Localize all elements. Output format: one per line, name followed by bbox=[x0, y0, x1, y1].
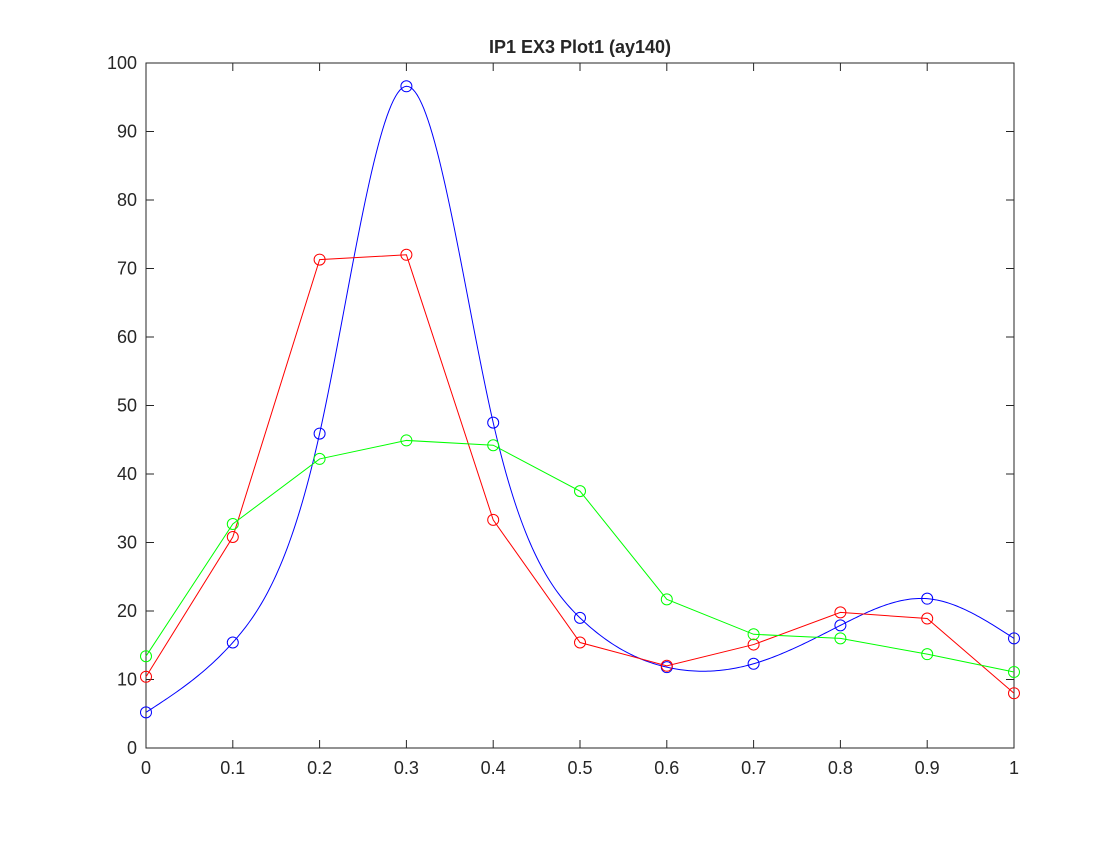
x-tick-label: 0.4 bbox=[481, 758, 506, 778]
x-tick-label: 1 bbox=[1009, 758, 1019, 778]
data-point bbox=[400, 248, 413, 261]
data-point bbox=[487, 439, 500, 452]
series-3 bbox=[140, 434, 1020, 678]
data-point bbox=[487, 416, 500, 429]
data-point bbox=[400, 80, 413, 93]
y-tick-label: 70 bbox=[117, 259, 137, 279]
x-tick-label: 0.5 bbox=[567, 758, 592, 778]
data-point bbox=[313, 427, 326, 440]
data-point bbox=[747, 657, 760, 670]
y-tick-label: 50 bbox=[117, 396, 137, 416]
data-point bbox=[834, 619, 847, 632]
y-tick-label: 20 bbox=[117, 601, 137, 621]
data-point bbox=[1008, 632, 1020, 645]
data-point bbox=[747, 628, 760, 641]
data-point bbox=[574, 611, 586, 624]
y-tick-label: 40 bbox=[117, 464, 137, 484]
data-point bbox=[400, 434, 413, 447]
data-point bbox=[574, 636, 586, 649]
data-point bbox=[226, 518, 239, 531]
data-point bbox=[921, 612, 934, 625]
data-point bbox=[226, 531, 239, 544]
data-point bbox=[574, 485, 586, 498]
x-tick-label: 0.6 bbox=[654, 758, 679, 778]
data-point bbox=[140, 706, 152, 719]
data-point bbox=[313, 452, 326, 465]
data-point bbox=[487, 513, 500, 526]
x-tick-label: 0.8 bbox=[828, 758, 853, 778]
data-point bbox=[140, 650, 152, 663]
data-point bbox=[921, 648, 934, 661]
series-layer bbox=[140, 80, 1020, 719]
x-tick-label: 0.1 bbox=[220, 758, 245, 778]
series-1 bbox=[140, 80, 1020, 719]
data-point bbox=[1008, 665, 1020, 678]
series-2 bbox=[140, 248, 1020, 700]
data-point bbox=[1008, 687, 1020, 700]
x-tick-label: 0.7 bbox=[741, 758, 766, 778]
axis-ticks: 0 0.1 0.2 0.3 0.4 0.5 0.6 0.7 0.8 0.9 101020304050… bbox=[107, 53, 1019, 778]
data-point bbox=[660, 659, 673, 672]
y-tick-label: 80 bbox=[117, 190, 137, 210]
y-tick-label: 10 bbox=[117, 670, 137, 690]
x-tick-label: 0.3 bbox=[394, 758, 419, 778]
chart-title: IP1 EX3 Plot1 (ay140) bbox=[489, 37, 671, 57]
y-tick-label: 30 bbox=[117, 533, 137, 553]
data-point bbox=[140, 670, 152, 683]
y-tick-label: 60 bbox=[117, 327, 137, 347]
series-line bbox=[145, 254, 1015, 694]
y-tick-label: 0 bbox=[127, 738, 137, 758]
plot-area bbox=[145, 62, 1015, 749]
series-line bbox=[145, 439, 1015, 673]
x-tick-label: 0 bbox=[141, 758, 151, 778]
series-line bbox=[145, 85, 1015, 713]
x-tick-label: 0.9 bbox=[915, 758, 940, 778]
x-tick-label: 0.2 bbox=[307, 758, 332, 778]
data-point bbox=[834, 606, 847, 619]
data-point bbox=[921, 592, 934, 605]
data-point bbox=[313, 253, 326, 266]
y-tick-label: 90 bbox=[117, 122, 137, 142]
data-point bbox=[747, 638, 760, 651]
data-point bbox=[834, 632, 847, 645]
data-point bbox=[660, 593, 673, 606]
data-point bbox=[226, 636, 239, 649]
y-tick-label: 100 bbox=[107, 53, 137, 73]
